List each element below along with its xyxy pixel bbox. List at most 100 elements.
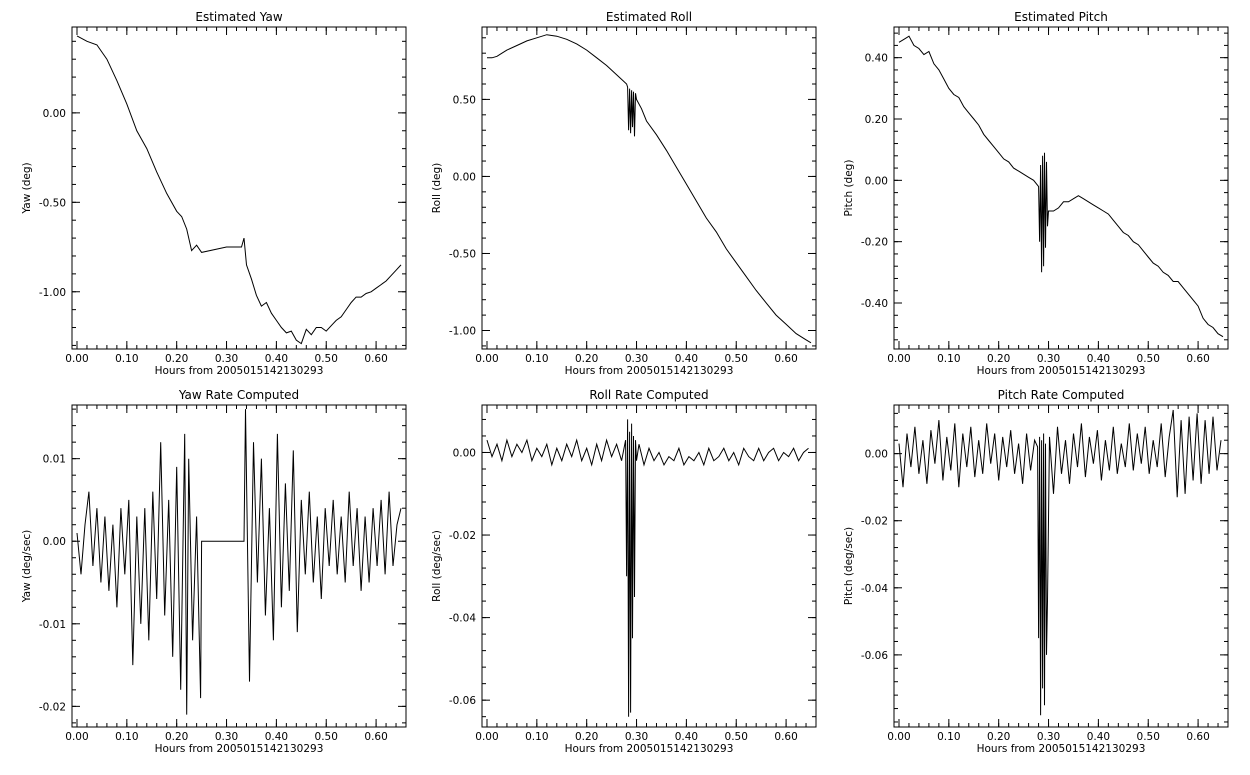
yaw-rate-computed-xlabel: Hours from 2005015142130293 [155,743,324,755]
yaw-rate-computed-ytick-label: 0.01 [43,454,66,466]
estimated-roll-xtick-label: 0.40 [675,353,698,365]
estimated-pitch-ytick-label: 0.20 [865,114,888,126]
estimated-pitch-series-line-0 [898,35,1224,338]
pitch-rate-computed-xtick-label: 0.20 [987,731,1010,743]
yaw-rate-computed-xtick-label: 0.20 [165,731,188,743]
yaw-rate-computed-ytick-label: -0.01 [39,619,66,631]
estimated-roll-ylabel: Roll (deg) [431,163,443,213]
pitch-rate-computed-ytick-label: -0.04 [861,583,888,595]
yaw-rate-computed-series-line-0 [76,409,402,715]
pitch-rate-computed-xtick-label: 0.10 [937,731,960,743]
pitch-rate-computed-xtick-label: 0.00 [887,731,910,743]
pitch-rate-computed-xtick-label: 0.40 [1087,731,1110,743]
estimated-roll-xtick-label: 0.00 [475,353,498,365]
roll-rate-computed-xlabel: Hours from 2005015142130293 [565,743,734,755]
yaw-rate-computed-ylabel: Yaw (deg/sec) [21,530,33,604]
roll-rate-computed-ytick-label: -0.02 [449,530,476,542]
estimated-yaw-ytick-label: -0.50 [39,197,66,209]
estimated-roll-series-line-0 [487,34,812,344]
estimated-yaw-xtick-label: 0.10 [115,353,138,365]
estimated-pitch-ytick-label: -0.40 [861,298,888,310]
pitch-rate-computed-xtick-label: 0.60 [1186,731,1209,743]
yaw-rate-computed-xtick-label: 0.40 [265,731,288,743]
yaw-rate-computed-xtick-label: 0.10 [115,731,138,743]
estimated-yaw-ytick-label: -1.00 [39,287,66,299]
estimated-yaw-xlabel: Hours from 2005015142130293 [155,365,324,377]
estimated-roll-xtick-label: 0.30 [625,353,648,365]
roll-rate-computed-xtick-label: 0.40 [675,731,698,743]
yaw-rate-computed-ytick-label: -0.02 [39,701,66,713]
roll-rate-computed-ytick-label: -0.06 [449,695,476,707]
roll-rate-computed-series-line-0 [486,419,809,717]
yaw-rate-computed-xtick-label: 0.60 [364,731,387,743]
pitch-rate-computed-xtick-label: 0.50 [1137,731,1160,743]
yaw-rate-computed-title: Yaw Rate Computed [178,388,299,402]
estimated-pitch-xtick-label: 0.50 [1137,353,1160,365]
roll-rate-computed-xtick-label: 0.60 [774,731,797,743]
roll-rate-computed-ylabel: Roll (deg/sec) [431,530,443,602]
yaw-rate-computed-xtick-label: 0.00 [65,731,88,743]
estimated-roll-xtick-label: 0.60 [774,353,797,365]
yaw-rate-computed-chart: 0.00 0.10 0.20 0.30 0.40 0.50 0.60 0.01 0.00 -0.0… [21,388,407,755]
estimated-roll-ytick-label: 0.00 [453,171,476,183]
pitch-rate-computed-chart: 0.00 0.10 0.20 0.30 0.40 0.50 0.60 0.00 -0.02 -0.… [843,388,1229,755]
pitch-rate-computed-ytick-label: -0.02 [861,516,888,528]
estimated-yaw-xtick-label: 0.00 [65,353,88,365]
estimated-roll-xtick-label: 0.10 [525,353,548,365]
estimated-yaw-title: Estimated Yaw [195,10,282,24]
estimated-yaw-plot-frame [71,26,407,350]
roll-rate-computed-xtick-label: 0.10 [525,731,548,743]
estimated-roll-xlabel: Hours from 2005015142130293 [565,365,734,377]
roll-rate-computed-ytick-label: -0.04 [449,613,476,625]
roll-rate-computed-xtick-label: 0.20 [575,731,598,743]
yaw-rate-computed-xtick-label: 0.30 [215,731,238,743]
estimated-yaw-chart: 0.00 0.10 0.20 0.30 0.40 0.50 0.60 0.00 -0.50 -1.… [21,10,407,377]
estimated-roll-xtick-label: 0.50 [725,353,748,365]
roll-rate-computed-chart: 0.00 0.10 0.20 0.30 0.40 0.50 0.60 0.00 -0.02 -0.… [431,388,817,755]
roll-rate-computed-xtick-label: 0.30 [625,731,648,743]
estimated-yaw-xtick-label: 0.30 [215,353,238,365]
roll-rate-computed-ytick-label: 0.00 [453,447,476,459]
estimated-roll-title: Estimated Roll [606,10,692,24]
roll-rate-computed-title: Roll Rate Computed [589,388,708,402]
pitch-rate-computed-ylabel: Pitch (deg/sec) [843,527,855,605]
roll-rate-computed-plot-frame [481,404,817,728]
pitch-rate-computed-ytick-label: 0.00 [865,449,888,461]
estimated-pitch-xtick-label: 0.20 [987,353,1010,365]
estimated-pitch-chart: 0.00 0.10 0.20 0.30 0.40 0.50 0.60 0.40 0.20 0.00… [843,10,1229,377]
estimated-pitch-xtick-label: 0.10 [937,353,960,365]
estimated-pitch-xlabel: Hours from 2005015142130293 [977,365,1146,377]
estimated-pitch-xtick-label: 0.30 [1037,353,1060,365]
estimated-roll-plot-frame [481,26,817,350]
yaw-rate-computed-plot-frame [71,404,407,728]
pitch-rate-computed-ytick-label: -0.06 [861,650,888,662]
roll-rate-computed-xtick-label: 0.00 [475,731,498,743]
estimated-yaw-ytick-label: 0.00 [43,108,66,120]
estimated-roll-chart: 0.00 0.10 0.20 0.30 0.40 0.50 0.60 0.50 0.00 -0.5… [431,10,817,377]
pitch-rate-computed-title: Pitch Rate Computed [998,388,1125,402]
estimated-pitch-ylabel: Pitch (deg) [843,160,855,217]
estimated-yaw-series-line-0 [76,35,402,345]
estimated-pitch-plot-frame [893,26,1229,350]
pitch-rate-computed-plot-frame [893,404,1229,728]
estimated-yaw-xtick-label: 0.60 [364,353,387,365]
pitch-rate-computed-xtick-label: 0.30 [1037,731,1060,743]
pitch-rate-computed-series-line-0 [898,409,1222,716]
yaw-rate-computed-ytick-label: 0.00 [43,536,66,548]
estimated-yaw-xtick-label: 0.40 [265,353,288,365]
estimated-pitch-ytick-label: 0.40 [865,53,888,65]
estimated-yaw-ylabel: Yaw (deg) [21,162,33,214]
estimated-pitch-xtick-label: 0.00 [887,353,910,365]
estimated-roll-ytick-label: -0.50 [449,248,476,260]
yaw-rate-computed-xtick-label: 0.50 [315,731,338,743]
estimated-roll-ytick-label: -1.00 [449,326,476,338]
estimated-yaw-xtick-label: 0.50 [315,353,338,365]
estimated-yaw-xtick-label: 0.20 [165,353,188,365]
estimated-pitch-title: Estimated Pitch [1014,10,1108,24]
estimated-pitch-ytick-label: 0.00 [865,175,888,187]
estimated-pitch-ytick-label: -0.20 [861,237,888,249]
pitch-rate-computed-xlabel: Hours from 2005015142130293 [977,743,1146,755]
estimated-roll-ytick-label: 0.50 [453,94,476,106]
estimated-roll-xtick-label: 0.20 [575,353,598,365]
